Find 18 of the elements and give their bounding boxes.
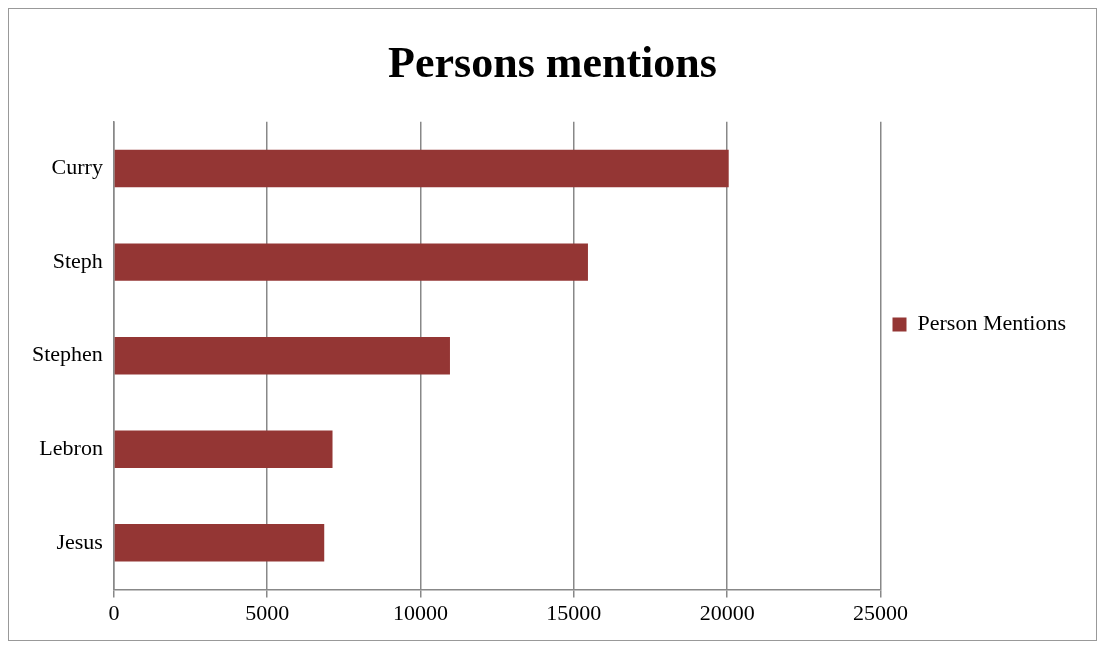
- y-tick-label: Jesus: [56, 528, 103, 554]
- bar: [114, 336, 450, 375]
- y-tick-label: Curry: [51, 154, 103, 180]
- y-tick-label: Stephen: [31, 341, 103, 367]
- y-tick-label: Lebron: [39, 435, 103, 461]
- x-tick-label: 25000: [853, 599, 908, 625]
- y-tick-label: Steph: [52, 247, 103, 273]
- x-tick-label: 20000: [699, 599, 755, 625]
- x-tick-label: 5000: [245, 599, 290, 625]
- bar: [114, 243, 588, 281]
- bar: [114, 430, 333, 468]
- bar: [114, 524, 325, 562]
- x-tick-label: 15000: [546, 599, 602, 625]
- bar: [114, 149, 729, 188]
- x-tick-label: 0: [108, 599, 120, 625]
- x-tick-label: 10000: [393, 599, 449, 625]
- chart-title: Persons mentions: [388, 37, 717, 87]
- legend-label: Person Mentions: [917, 310, 1066, 336]
